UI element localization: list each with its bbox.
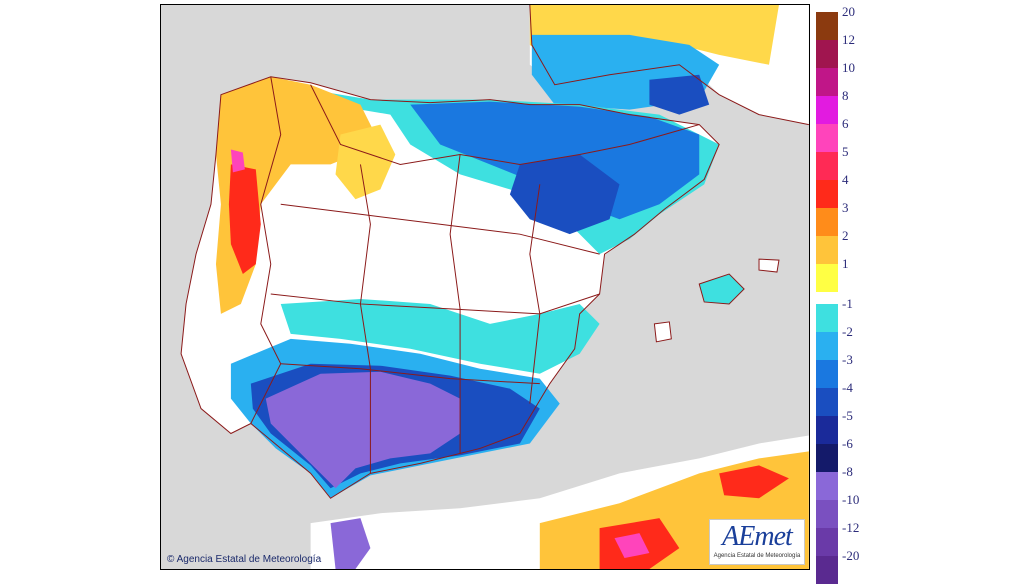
legend-swatch [816,304,838,332]
legend-swatch [816,208,838,236]
legend-label: 4 [842,172,849,187]
legend-swatch [816,12,838,40]
legend-swatch [816,500,838,528]
legend-swatch [816,236,838,264]
portugal-warm-core [228,164,261,275]
legend-label: -6 [842,436,853,451]
legend-swatch [816,264,838,292]
legend-label: -20 [842,548,860,563]
legend-swatch [816,444,838,472]
legend-swatch [816,388,838,416]
logo-subtitle: Agencia Estatal de Meteorología [713,553,801,559]
legend-label: 6 [842,116,849,131]
legend-label: 3 [842,200,849,215]
central-warm-patch [335,124,396,200]
ibiza-island [654,321,672,342]
legend-label: -5 [842,408,853,423]
legend-label: -8 [842,464,853,479]
temperature-anomaly-map [180,5,809,569]
copyright-text: © Agencia Estatal de Meteorología [167,554,322,565]
legend-swatch [816,416,838,444]
pyrenees-anomaly-deep [649,74,710,115]
legend-swatch [816,360,838,388]
region-borders [180,76,780,499]
logo-wordmark: AEmet [722,521,793,552]
galicia-warm [215,76,381,314]
galicia-warm-core [230,149,245,173]
legend-swatch [816,68,838,96]
legend-label: 8 [842,88,849,103]
algeria-hot [719,465,789,499]
legend-swatch [816,40,838,68]
legend-label: 2 [842,228,849,243]
legend-label: -1 [842,296,853,311]
legend-label: -2 [842,324,853,339]
legend-swatch [816,124,838,152]
center-cold-band [280,298,600,374]
mallorca-island [699,274,745,304]
legend-label: -10 [842,492,860,507]
copyright-icon: © [167,554,175,565]
map-panel: © Agencia Estatal de Meteorología AEmet … [160,4,810,570]
france-border [529,5,809,126]
legend-swatch [816,152,838,180]
morocco-cold [330,518,371,569]
menorca-island [759,259,779,273]
legend-swatch [816,472,838,500]
andalusia-very-cold [265,371,461,489]
legend-swatch [816,332,838,360]
color-legend: 20 12 10 8 6 5 4 3 2 1 -1 -2 -3 -4 -5 -6 -8 -10 -12 -20 [816,4,906,584]
north-africa-extreme [614,533,650,559]
legend-swatch [816,556,838,584]
legend-swatch [816,528,838,556]
legend-label: 12 [842,32,855,47]
aemet-logo: AEmet Agencia Estatal de Meteorología [709,519,805,565]
legend-label: 5 [842,144,849,159]
legend-label: 1 [842,256,849,271]
legend-label: -3 [842,352,853,367]
legend-label: -4 [842,380,853,395]
legend-label: 10 [842,60,855,75]
legend-swatch [816,180,838,208]
legend-swatch [816,96,838,124]
legend-label: -12 [842,520,860,535]
ebro-cold-deep [509,154,620,235]
legend-label: 20 [842,4,855,19]
